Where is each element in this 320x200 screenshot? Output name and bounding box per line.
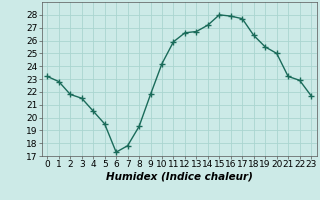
- X-axis label: Humidex (Indice chaleur): Humidex (Indice chaleur): [106, 172, 252, 182]
